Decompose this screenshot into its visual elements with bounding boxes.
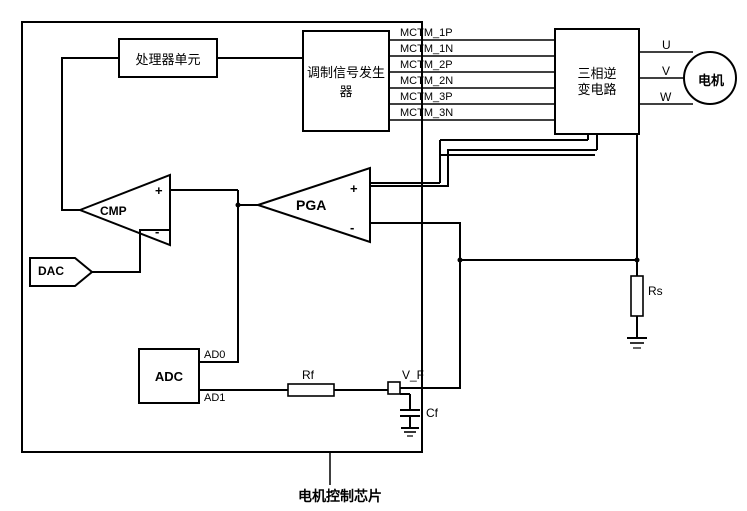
motor-label: 电机 [698,70,724,89]
svg-text:-: - [350,220,354,235]
sig-ad0: AD0 [204,349,225,361]
sig-rf: Rf [302,368,314,382]
sig-m1n: MCTM_1N [400,43,453,55]
sig-vf: V_F [402,368,424,382]
sig-m2p: MCTM_2P [400,59,453,71]
sig-u: U [662,38,671,52]
sig-ad1: AD1 [204,392,225,404]
svg-text:+: + [155,183,163,198]
processor-block: 处理器单元 [118,38,218,78]
sig-m3n: MCTM_3N [400,107,453,119]
pga-label: PGA [296,197,326,213]
adc-label: ADC [155,369,183,384]
chip-caption: 电机控制芯片 [298,486,382,506]
sig-v: V [662,64,670,78]
processor-label: 处理器单元 [135,49,200,68]
sig-rs: Rs [648,284,663,298]
inverter-label-1: 三相逆 [577,66,616,82]
cmp-label: CMP [100,204,127,218]
svg-text:-: - [155,224,159,239]
sig-m2n: MCTM_2N [400,75,453,87]
adc-block: ADC [138,348,200,404]
diagram-canvas: + - + - [0,0,747,511]
sig-cf: Cf [426,406,438,420]
sig-m3p: MCTM_3P [400,91,453,103]
inverter-label-2: 变电路 [577,82,616,98]
inverter-block: 三相逆 变电路 [554,28,640,135]
modulator-label: 调制信号发生器 [304,62,388,100]
sig-w: W [660,90,671,104]
sig-m1p: MCTM_1P [400,27,453,39]
dac-label: DAC [38,264,64,278]
svg-text:+: + [350,181,358,196]
modulator-block: 调制信号发生器 [302,30,390,132]
